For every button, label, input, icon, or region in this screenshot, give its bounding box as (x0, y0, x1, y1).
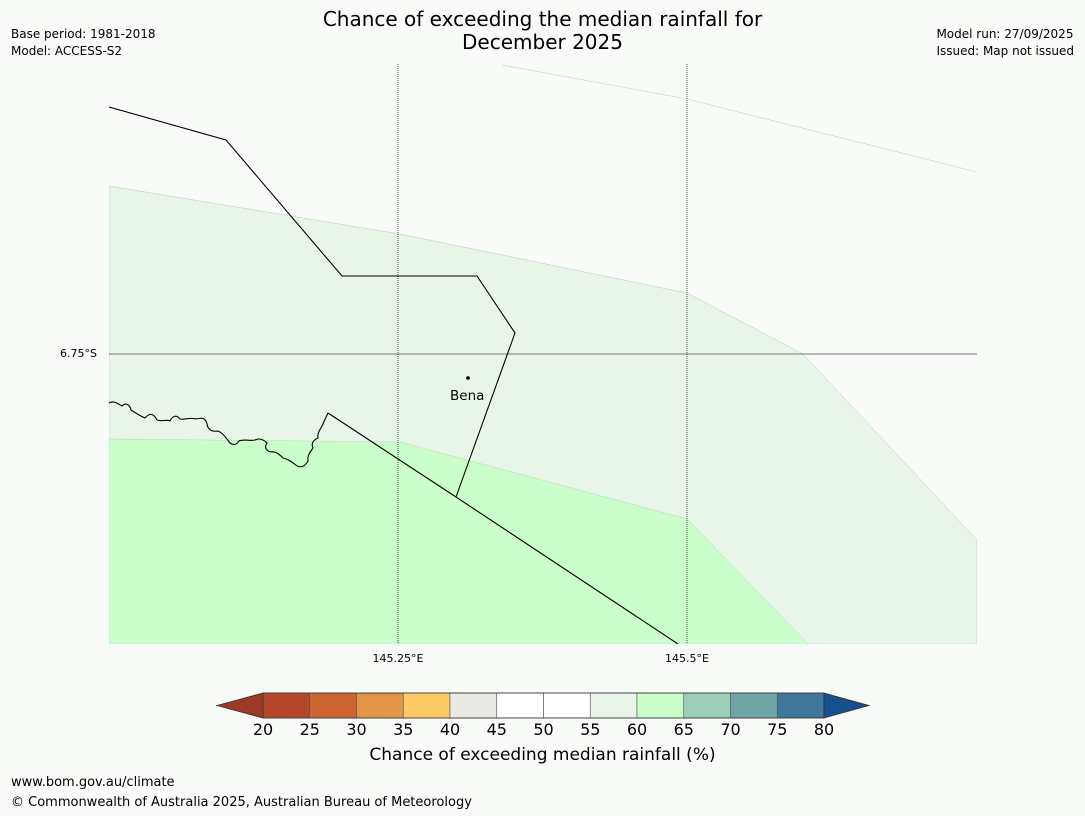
district-boundary (327, 412, 679, 644)
colorbar-bin (402, 692, 451, 719)
colorbar-tick-label: 50 (533, 720, 554, 739)
place-label: Bena (450, 388, 485, 404)
place-marker-dot (466, 376, 470, 380)
model-name: Model: ACCESS-S2 (11, 44, 123, 58)
colorbar-bin (543, 692, 591, 719)
latitude-label: 6.75°S (60, 347, 97, 360)
colorbar-tick-label: 65 (673, 720, 694, 739)
model-run: Model run: 27/09/2025 (936, 27, 1074, 41)
colorbar-tick-label: 70 (720, 720, 741, 739)
colorbar-bin (356, 692, 404, 719)
colorbar-tick-label: 45 (486, 720, 507, 739)
colorbar-tick-label: 75 (767, 720, 788, 739)
base-period: Base period: 1981-2018 (11, 27, 156, 41)
colorbar-tick-label: 35 (393, 720, 414, 739)
colorbar-bin (262, 692, 311, 719)
colorbar-bin (730, 692, 778, 719)
colorbar-title: Chance of exceeding median rainfall (%) (369, 745, 716, 765)
colorbar-bin (589, 692, 638, 719)
probability-band-60-65 (109, 438, 809, 644)
colorbar-over-arrow (823, 692, 871, 719)
colorbar-tick-label: 60 (626, 720, 648, 739)
district-boundary (109, 106, 516, 498)
map-title-line1: Chance of exceeding the median rainfall … (322, 7, 763, 31)
colorbar-tick-label: 80 (813, 720, 835, 739)
colorbar (215, 692, 871, 719)
map-title-line2: December 2025 (462, 30, 623, 54)
metadata-left: Base period: 1981-2018 Model: ACCESS-S2 (11, 26, 156, 60)
metadata-right: Model run: 27/09/2025 Issued: Map not is… (936, 26, 1074, 60)
colorbar-bin (776, 692, 825, 719)
colorbar-bin (683, 692, 731, 719)
colorbar-tick-label: 55 (580, 720, 601, 739)
issue-status: Issued: Map not issued (936, 44, 1074, 58)
longitude-label-145-25: 145.25°E (372, 652, 424, 665)
colorbar-bin (449, 692, 498, 719)
colorbar-bin (636, 692, 685, 719)
contour-line (501, 64, 977, 173)
longitude-label-145-5: 145.5°E (665, 652, 709, 665)
footer-copyright: © Commonwealth of Australia 2025, Austra… (11, 795, 472, 810)
colorbar-bin (309, 692, 357, 719)
footer-url[interactable]: www.bom.gov.au/climate (11, 775, 175, 790)
colorbar-tick-label: 25 (299, 720, 320, 739)
colorbar-tick-label: 30 (346, 720, 367, 739)
colorbar-under-arrow (215, 692, 264, 719)
colorbar-tick-label: 20 (252, 720, 274, 739)
colorbar-tick-label: 40 (439, 720, 461, 739)
map-title: Chance of exceeding the median rainfall … (0, 8, 1085, 54)
colorbar-bin (496, 692, 544, 719)
river (109, 401, 329, 468)
